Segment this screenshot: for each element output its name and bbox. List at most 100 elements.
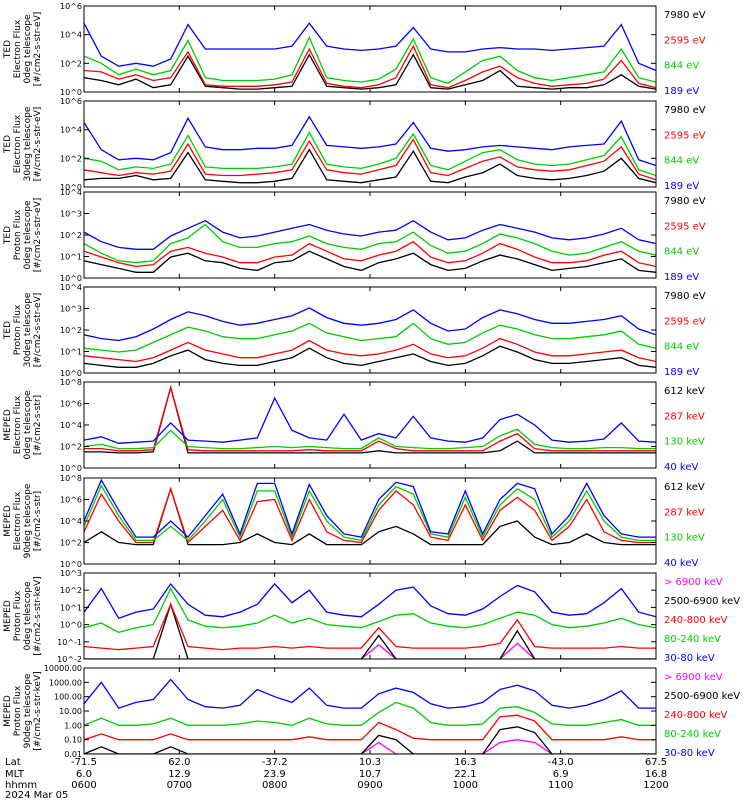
y-axis-label-line: [#/cm2-s-str] [33, 491, 43, 551]
y-tick-label: 10.00 [59, 707, 82, 716]
panel-5: 10^8 10^6 10^4 10^2 10^0 MEPED Electron Flux 0d… [3, 378, 705, 473]
y-axis-label: TED Proton Flux 0deg telescope [#/cm2-s-str… [3, 198, 43, 273]
y-axis-label-line: Electron Flux [13, 114, 23, 173]
legend-entry: 844 eV [664, 247, 699, 258]
y-axis-label-line: 90deg telescope [23, 483, 33, 558]
y-axis-label-line: Proton Flux [13, 685, 23, 736]
series-line-5-4 [84, 396, 656, 444]
panel-frame [83, 100, 657, 188]
y-axis-label: TED Proton Flux 30deg telescope [#/cm2-s-st… [3, 292, 43, 367]
legend-entry: 2595 eV [664, 221, 706, 232]
y-tick-label: 10^6 [60, 97, 82, 106]
x-tick-label-lat: 67.5 [645, 757, 667, 768]
y-axis-label-line: Proton Flux [13, 304, 23, 355]
legend-entry: 40 keV [664, 558, 698, 569]
x-tick-label-lat: -71.5 [71, 757, 97, 768]
y-axis-label-line: [#/cm2-s-str] [33, 395, 43, 455]
legend-entry: 189 eV [664, 367, 699, 378]
series-line-6-2 [84, 486, 656, 544]
x-tick-label-hhmm: 1100 [548, 780, 573, 791]
legend-entry: 240-800 keV [664, 710, 728, 721]
series-line-3-1 [84, 250, 656, 273]
x-tick-label-lat: 62.0 [168, 757, 190, 768]
y-tick-label: 10^0 [60, 183, 82, 192]
y-axis-label-line: [#/cm2-s-str-eV] [33, 198, 43, 273]
series-line-1-2 [84, 44, 656, 89]
y-tick-label: 10^0 [60, 369, 82, 378]
legend-entry: 130 keV [664, 437, 705, 448]
y-axis-label-line: TED [3, 40, 13, 59]
y-axis-label-line: TED [3, 135, 13, 154]
legend-entry: 2500-6900 keV [664, 596, 740, 607]
legend-entry: 240-800 keV [664, 615, 728, 626]
series-line-7-4 [84, 587, 656, 634]
y-tick-label: 10^4 [60, 421, 82, 430]
y-axis-label-line: TED [3, 226, 13, 245]
y-axis-label-line: Proton Flux [13, 209, 23, 260]
y-axis-label: MEPED Electron Flux 0deg telescope [#/cm2-s… [3, 390, 43, 460]
series-line-6-3 [84, 484, 656, 542]
legend-entry: 2500-6900 keV [664, 691, 740, 702]
y-tick-label: 10^1 [60, 348, 82, 357]
y-axis-label-line: 0deg telescope [23, 200, 33, 270]
xaxis-row-label-lat: Lat [5, 757, 21, 768]
legend-entry: 612 keV [664, 386, 705, 397]
y-tick-label: 1000.00 [49, 678, 82, 687]
series-line-8-3 [84, 714, 656, 741]
y-axis-label-line: 90deg telescope [23, 673, 33, 748]
y-axis-label-line: 0deg telescope [23, 390, 33, 460]
series-line-3-2 [84, 240, 656, 268]
legend-entry: 844 eV [664, 342, 699, 353]
series-line-3-3 [84, 223, 656, 264]
series-line-2-3 [84, 131, 656, 177]
series-line-4-3 [84, 322, 656, 353]
y-axis-label-line: Electron Flux [13, 19, 23, 78]
y-axis-label-line: [#/cm2-s-str-eV] [33, 12, 43, 87]
series-line-7-1 [84, 642, 656, 659]
panel-2: 10^6 10^4 10^2 10^0 TED Electron Flux 30deg te… [3, 97, 706, 192]
y-axis-label-line: [#/cm2-s-str-keV] [33, 671, 43, 750]
y-tick-label: 10^6 [60, 400, 82, 409]
panel-1: 10^6 10^4 10^2 10^0 TED Electron Flux 0deg tel… [3, 2, 706, 97]
legend-entry: 40 keV [664, 462, 698, 473]
legend-entry: 2595 eV [664, 130, 706, 141]
series-line-8-1 [84, 739, 656, 754]
panel-8: 10000.00 1000.00 100.00 10.00 1.00 0.10 0.01 ME… [3, 664, 740, 759]
series-line-5-2 [84, 384, 656, 452]
series-line-7-2 [84, 602, 656, 659]
x-tick-label-mlt: 10.7 [359, 769, 381, 780]
xaxis-row-label-hhmm: hhmm [5, 780, 37, 791]
panel-frame [83, 191, 657, 279]
y-axis-label-line: 30deg telescope [23, 106, 33, 181]
series-line-4-2 [84, 337, 656, 363]
y-tick-label: 10^4 [60, 31, 82, 40]
legend-entry: 844 eV [664, 156, 699, 167]
y-tick-label: 10^2 [60, 154, 82, 163]
legend-entry: 287 keV [664, 411, 705, 422]
y-axis-label-line: TED [3, 321, 13, 340]
panel-4: 10^4 10^3 10^2 10^1 10^0 TED Proton Flux 30deg … [3, 283, 706, 378]
y-tick-label: 10^2 [60, 443, 82, 452]
x-tick-label-lat: 16.3 [454, 757, 476, 768]
y-tick-label: 10^8 [60, 378, 82, 387]
series-line-8-4 [84, 701, 656, 726]
y-axis-label-line: Proton Flux [13, 590, 23, 641]
y-axis-label-line: [#/cm2-s-str-eV] [33, 107, 43, 182]
xaxis-date-label: 2024 Mar 05 [5, 790, 68, 800]
x-tick-label-hhmm: 1200 [643, 780, 668, 791]
x-tick-label-mlt: 16.8 [645, 769, 667, 780]
series-line-4-4 [84, 307, 656, 342]
legend-entry: 7980 eV [664, 10, 706, 21]
y-tick-label: 10^3 [60, 305, 82, 314]
y-tick-label: 0.10 [64, 736, 82, 745]
series-line-1-4 [84, 22, 656, 72]
panel-7: 10^3 10^2 10^1 10^0 10^-1 10^-2 MEPED Proton Fl… [3, 569, 740, 664]
y-tick-label: 10^2 [60, 586, 82, 595]
y-tick-label: 1.00 [64, 721, 82, 730]
xaxis-row-label-mlt: MLT [5, 769, 25, 780]
y-tick-label: 10^2 [60, 539, 82, 548]
legend-entry: 612 keV [664, 482, 705, 493]
y-tick-label: 10^4 [60, 188, 82, 197]
y-axis-label-line: MEPED [3, 409, 13, 441]
y-tick-label: 10^6 [60, 2, 82, 11]
